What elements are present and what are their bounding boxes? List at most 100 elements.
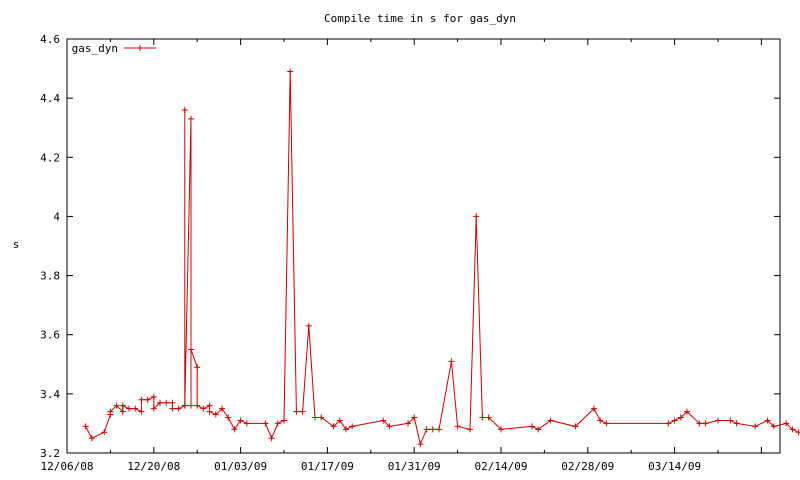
data-point — [219, 405, 225, 412]
data-point — [287, 68, 294, 75]
data-point — [429, 426, 436, 433]
data-point — [715, 417, 721, 424]
y-axis: 3.2 3.4 3.6 3.8 4 4.2 4.4 4.6 — [40, 33, 780, 460]
x-tick-label: 01/03/09 — [214, 460, 267, 473]
data-point — [144, 396, 151, 403]
data-point — [299, 408, 306, 415]
data-point — [783, 420, 790, 427]
data-point — [380, 417, 387, 424]
data-point — [150, 405, 157, 412]
data-point — [175, 405, 182, 412]
data-point — [535, 426, 542, 433]
y-tick-label: 4.4 — [40, 92, 60, 105]
data-point — [448, 358, 455, 365]
data-point — [88, 435, 95, 442]
x-tick-label: 03/14/09 — [648, 460, 701, 473]
data-point — [200, 405, 207, 412]
y-tick-label: 3.6 — [40, 329, 60, 342]
data-point — [467, 426, 473, 433]
y-tick-label: 3.2 — [40, 447, 60, 460]
y-tick-label: 4.6 — [40, 33, 60, 46]
data-point — [529, 423, 535, 430]
data-point — [181, 402, 188, 409]
data-point — [603, 420, 610, 427]
data-point — [547, 417, 554, 424]
data-point — [138, 396, 145, 403]
data-point — [194, 402, 201, 409]
data-point — [485, 414, 492, 421]
legend-marker-gas-dyn — [137, 45, 143, 51]
legend-label-gas-dyn: gas_dyn — [72, 42, 118, 55]
data-point — [107, 408, 114, 415]
data-point — [591, 405, 597, 412]
data-point — [157, 399, 163, 406]
data-point — [411, 414, 418, 421]
x-tick-label: 12/20/08 — [127, 460, 180, 473]
data-point — [727, 417, 734, 424]
data-point — [597, 417, 604, 424]
data-point — [268, 435, 275, 442]
data-point — [671, 417, 678, 424]
y-tick-label: 4.2 — [40, 151, 60, 164]
x-tick-label: 12/06/08 — [41, 460, 94, 473]
data-point — [764, 417, 771, 424]
data-point — [206, 408, 213, 415]
data-point — [113, 402, 120, 409]
data-point — [82, 423, 89, 430]
data-point — [188, 346, 194, 353]
series-line — [85, 71, 799, 446]
data-point — [795, 429, 800, 436]
data-point — [119, 408, 126, 415]
x-tick-label: 01/31/09 — [388, 460, 441, 473]
data-point — [188, 115, 194, 122]
data-point — [733, 420, 740, 427]
data-point — [126, 405, 132, 412]
data-point — [119, 402, 126, 409]
data-point — [789, 426, 796, 433]
x-tick-label: 02/14/09 — [475, 460, 528, 473]
data-point — [132, 405, 139, 412]
data-point — [194, 364, 201, 371]
data-point — [405, 420, 411, 427]
data-point — [572, 423, 579, 430]
data-point — [231, 426, 238, 433]
data-point — [237, 417, 244, 424]
data-point — [312, 414, 318, 421]
data-point — [696, 420, 703, 427]
legend: gas_dyn — [72, 42, 156, 55]
data-point — [702, 420, 709, 427]
data-point — [436, 426, 442, 433]
data-point — [770, 423, 777, 430]
x-tick-label: 01/17/09 — [301, 460, 354, 473]
x-axis: 12/06/08 12/20/08 01/03/09 01/17/09 01/31/09… — [41, 39, 762, 473]
data-point — [243, 420, 250, 427]
data-point — [212, 411, 219, 418]
y-tick-label: 4 — [53, 210, 60, 223]
y-axis-label: s — [13, 238, 20, 251]
plot-area-frame — [66, 38, 781, 454]
data-point — [677, 414, 684, 421]
x-tick-label: 02/28/09 — [561, 460, 614, 473]
data-point — [498, 426, 504, 433]
data-point — [318, 414, 325, 421]
data-point — [343, 426, 349, 433]
data-point — [101, 429, 108, 436]
data-point — [293, 408, 300, 415]
data-point — [150, 393, 157, 400]
data-point — [206, 402, 213, 409]
data-point — [454, 423, 461, 430]
data-point — [336, 417, 343, 424]
data-point — [274, 420, 281, 427]
y-tick-label: 3.8 — [40, 270, 60, 283]
data-point — [225, 414, 232, 421]
data-point — [281, 417, 287, 424]
series-gas-dyn — [82, 68, 800, 448]
data-point — [665, 420, 672, 427]
data-point — [684, 408, 690, 415]
data-point — [169, 399, 176, 406]
data-point — [305, 322, 312, 329]
data-point — [479, 414, 486, 421]
data-point — [752, 423, 759, 430]
chart-title: Compile time in s for gas_dyn — [324, 12, 516, 25]
